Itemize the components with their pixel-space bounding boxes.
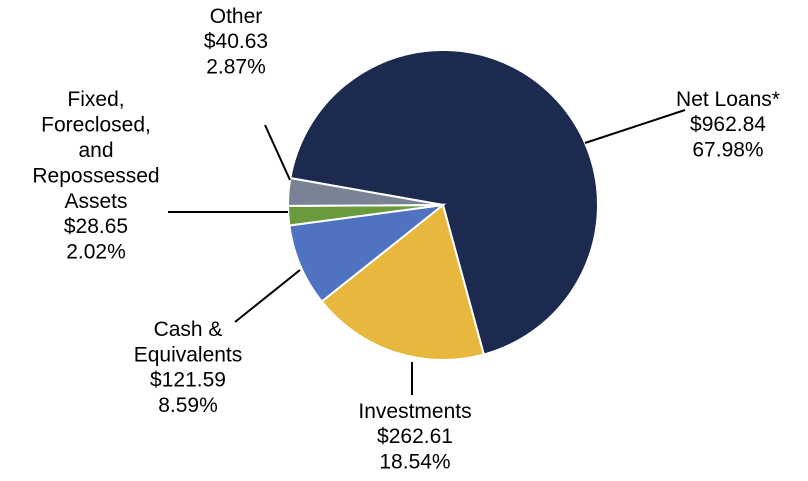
- slice-label: Investments: [358, 400, 471, 423]
- slice: [288, 203, 447, 303]
- value-label: $40.63: [204, 30, 268, 53]
- slice-label: Other: [210, 5, 263, 28]
- label-line: Repossessed: [32, 164, 159, 187]
- label-line: Foreclosed,: [41, 113, 151, 136]
- percentage-label: 67.98%: [692, 139, 763, 162]
- slice-label: Net Loans*: [676, 88, 780, 111]
- slice: [287, 176, 444, 207]
- label-line: Net Loans*: [676, 88, 780, 111]
- label-line: Investments: [358, 400, 471, 423]
- label-line: Other: [210, 5, 263, 28]
- leader-line: [234, 269, 301, 323]
- percentage-label: 18.54%: [379, 451, 450, 474]
- value-label: $28.65: [64, 215, 128, 238]
- label-line: Assets: [64, 190, 127, 213]
- slice-label: Fixed, Foreclosed, and Repossessed Assets: [32, 88, 159, 213]
- percentage-label: 8.59%: [158, 394, 218, 417]
- slice: [320, 203, 486, 361]
- label-line: and: [78, 139, 113, 162]
- label-line: Fixed,: [67, 88, 124, 111]
- percentage-label: 2.87%: [206, 56, 266, 79]
- leader-line: [584, 109, 686, 144]
- slice-label: Cash & Equivalents: [134, 318, 243, 367]
- label-line: Cash &: [154, 318, 223, 341]
- leader-line: [264, 124, 291, 181]
- value-label: $262.61: [377, 425, 453, 448]
- slice: [289, 49, 599, 356]
- value-label: $121.59: [150, 369, 226, 392]
- value-label: $962.84: [690, 113, 766, 136]
- label-line: Equivalents: [134, 343, 243, 366]
- percentage-label: 2.02%: [66, 241, 126, 264]
- slices: [286, 49, 599, 361]
